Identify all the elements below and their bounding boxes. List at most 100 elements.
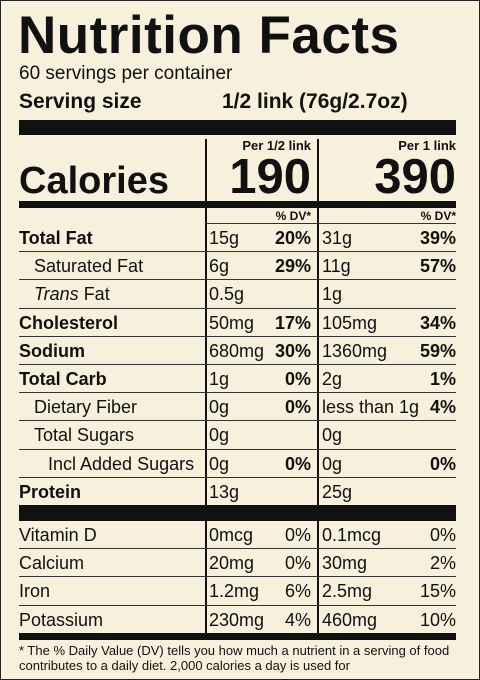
amount-col1: 20mg	[209, 553, 255, 574]
nutrient-name: Sodium	[19, 340, 85, 361]
vitamin-name: Vitamin D	[19, 525, 97, 545]
thick-divider-top	[19, 120, 456, 135]
dv-col1: 29%	[274, 256, 311, 277]
divider-bottom	[19, 633, 456, 640]
dv-col1: 20%	[274, 228, 311, 248]
amount-col2: 25g	[322, 481, 353, 502]
amount-col2: 0g	[322, 425, 343, 446]
amount-col2: 1g	[322, 284, 343, 305]
dv-col2: 4%	[429, 397, 456, 418]
dv-col1: 0%	[284, 453, 311, 474]
amount-col1: 1.2mg	[209, 581, 260, 602]
amount-col2: 2g	[322, 369, 343, 389]
servings-per-container: 60 servings per container	[19, 63, 233, 84]
nutrient-name: Incl Added Sugars	[48, 453, 195, 474]
amount-col1: 15g	[209, 228, 240, 248]
amount-col2: 0.1mcg	[322, 525, 382, 545]
amount-col2: 2.5mg	[322, 581, 373, 602]
vitamin-row: Iron 1.2mg 6% 2.5mg 15%	[1, 577, 479, 606]
dv-col1: 0%	[284, 369, 311, 389]
row-rule	[19, 335, 456, 337]
row-rule	[19, 448, 456, 450]
dv-col1: 0%	[284, 397, 311, 418]
amount-col1: 0g	[209, 425, 230, 446]
nutrient-row: Cholesterol 50mg 17% 105mg 34%	[1, 309, 479, 337]
amount-col1: 680mg	[209, 340, 265, 361]
serving-size-value: 1/2 link (76g/2.7oz)	[222, 90, 408, 113]
amount-col2: 105mg	[322, 312, 378, 333]
nutrient-row: Saturated Fat 6g 29% 11g 57%	[1, 252, 479, 281]
row-rule	[19, 307, 456, 309]
row-rule	[19, 476, 456, 478]
vitamin-row: Calcium 20mg 0% 30mg 2%	[1, 549, 479, 578]
dv-header-col1: % DV*	[275, 209, 311, 223]
nutrient-row: Total Carb 1g 0% 2g 1%	[1, 365, 479, 394]
amount-col1: 50mg	[209, 312, 255, 333]
dv-col2: 59%	[419, 340, 456, 361]
col1-header: Per 1/2 link	[242, 138, 311, 153]
dv-col2: 10%	[419, 609, 456, 630]
nutrient-name: Cholesterol	[19, 312, 119, 333]
amount-col1: 230mg	[209, 609, 265, 630]
row-rule	[19, 576, 456, 578]
amount-col1: 0g	[209, 397, 230, 418]
dv-header-col2: % DV*	[420, 209, 456, 223]
serving-size-label: Serving size	[19, 90, 142, 113]
divider-below-calories	[19, 201, 456, 208]
amount-col2: 11g	[322, 256, 351, 277]
footnote: * The % Daily Value (DV) tells you how m…	[19, 643, 450, 673]
amount-col2: 0g	[322, 453, 343, 474]
nutrient-name: Dietary Fiber	[34, 397, 138, 418]
dv-col1: 17%	[274, 312, 311, 333]
row-rule	[19, 279, 456, 281]
vitamin-name: Iron	[19, 581, 51, 602]
row-rule	[19, 363, 456, 365]
dv-col2: 39%	[419, 228, 456, 248]
nutrient-row: Total Fat 15g 20% 31g 39%	[1, 224, 479, 253]
calories-col1: 190	[229, 150, 311, 204]
nutrient-name-prefix: Trans	[34, 284, 79, 305]
amount-col2: 1360mg	[322, 340, 388, 361]
nutrient-name: Total Carb	[19, 369, 107, 389]
nutrient-name: Total Sugars	[34, 425, 135, 446]
row-rule	[19, 392, 456, 394]
vitamin-row: Potassium 230mg 4% 460mg 10%	[1, 606, 479, 634]
amount-col2: 31g	[322, 228, 353, 248]
dv-header-rule	[207, 223, 456, 224]
dv-col2: 0%	[429, 525, 456, 545]
amount-col2: 460mg	[322, 609, 378, 630]
vitamin-row: Vitamin D 0mcg 0% 0.1mcg 0%	[1, 521, 479, 550]
nutrient-name: Protein	[19, 481, 82, 502]
dv-col2: 15%	[419, 581, 456, 602]
nutrient-name: Trans Fat	[34, 282, 110, 306]
nutrient-row: Protein 13g 25g	[1, 478, 479, 506]
nutrient-row: Dietary Fiber 0g 0% less than 1g 4%	[1, 393, 479, 422]
dv-col1: 0%	[284, 525, 311, 545]
vitamin-name: Potassium	[19, 609, 104, 630]
amount-col1: 6g	[209, 256, 230, 277]
column-divider-left	[205, 139, 207, 634]
nutrient-row: Total Sugars 0g 0g	[1, 421, 479, 450]
dv-col1: 30%	[274, 340, 311, 361]
amount-col2: 30mg	[322, 553, 368, 574]
amount-col1: 0g	[209, 453, 230, 474]
dv-col2: 1%	[429, 369, 456, 389]
vitamin-name: Calcium	[19, 553, 85, 574]
nutrient-row: Incl Added Sugars 0g 0% 0g 0%	[1, 450, 479, 478]
dv-col1: 4%	[284, 609, 311, 630]
calories-label: Calories	[19, 160, 169, 202]
dv-col2: 0%	[429, 453, 456, 474]
row-rule	[19, 420, 456, 422]
amount-col2: less than 1g	[322, 397, 420, 418]
dv-col1: 6%	[284, 581, 311, 602]
nutrient-row: Trans Fat 0.5g 1g	[1, 280, 479, 309]
nutrient-name: Total Fat	[19, 228, 93, 248]
dv-col1: 0%	[284, 553, 311, 574]
amount-col1: 13g	[209, 481, 240, 502]
row-rule	[19, 548, 456, 550]
col2-header: Per 1 link	[398, 138, 456, 153]
nutrient-row: Sodium 680mg 30% 1360mg 59%	[1, 337, 479, 365]
thick-divider-vitamins	[19, 505, 456, 521]
row-rule	[19, 251, 456, 253]
